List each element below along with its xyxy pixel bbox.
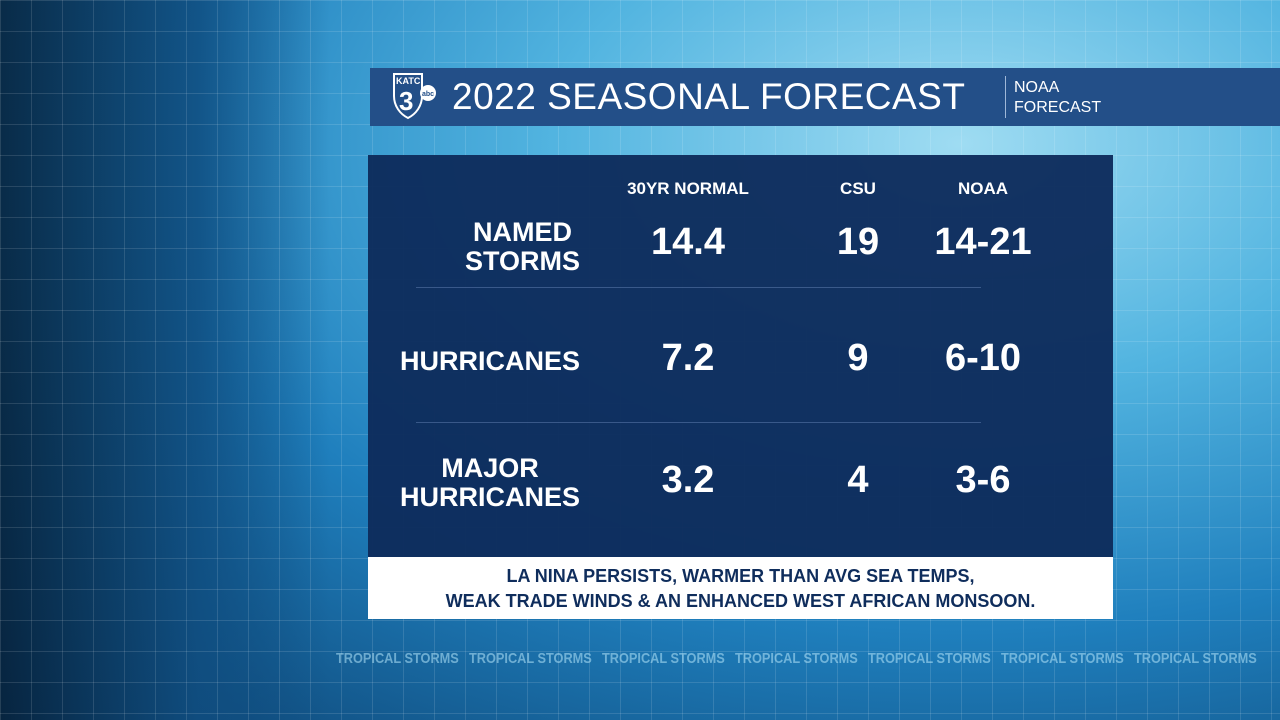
katc-logo: KATC 3 abc [393,73,436,120]
value-major-hurricanes-noaa: 3-6 [955,459,1011,501]
header-subtitle: NOAA FORECAST [1014,78,1101,118]
row-label-named-storms: NAMED STORMS [465,218,580,276]
subtitle-line1: NOAA [1014,79,1060,96]
value-named-storms-csu: 19 [836,221,880,263]
row-label-line: STORMS [464,246,580,276]
forecast-note: LA NINA PERSISTS, WARMER THAN AVG SEA TE… [368,557,1113,619]
row-separator [416,422,981,423]
column-header-noaa: NOAA [957,179,1009,198]
row-label-line: HURRICANES [399,482,580,512]
note-line1: LA NINA PERSISTS, WARMER THAN AVG SEA TE… [506,566,975,586]
value-hurricanes-normal: 7.2 [661,337,715,379]
value-hurricanes-noaa: 6-10 [944,337,1022,379]
ticker-text: TROPICAL STORMS [867,650,991,667]
ticker-text: TROPICAL STORMS [1000,650,1124,667]
ticker-text: TROPICAL STORMS [336,650,459,667]
svg-text:3: 3 [399,86,413,116]
page-title: 2022 SEASONAL FORECAST [452,76,966,117]
value-major-hurricanes-csu: 4 [847,459,869,501]
svg-text:KATC: KATC [396,76,421,86]
header-bar: KATC 3 abc 2022 SEASONAL FORECAST NOAA F… [370,68,1280,126]
background-dark-area [0,0,330,720]
value-named-storms-normal: 14.4 [651,221,725,263]
subtitle-line2: FORECAST [1014,99,1102,116]
row-separator [416,287,981,288]
note-line2: WEAK TRADE WINDS & AN ENHANCED WEST AFRI… [445,591,1036,611]
ticker-text: TROPICAL STORMS [601,650,725,667]
ticker-text: TROPICAL STORMS [734,650,858,667]
forecast-table: 30YR NORMAL CSU NOAA NAMED STORMS 14.4 1… [368,155,1113,557]
row-label-major-hurricanes: MAJOR HURRICANES [400,454,580,512]
value-named-storms-noaa: 14-21 [934,221,1032,263]
header-divider [1005,76,1006,118]
value-hurricanes-csu: 9 [847,337,869,379]
ticker-text: TROPICAL STORMS [468,650,592,667]
column-header-30yr-normal: 30YR NORMAL [627,179,749,198]
row-label-line: MAJOR [441,453,539,483]
row-label-line: HURRICANES [399,346,580,376]
background-ticker: TROPICAL STORMS TROPICAL STORMS TROPICAL S… [336,650,1267,667]
row-label-hurricanes: HURRICANES [400,347,580,376]
value-major-hurricanes-normal: 3.2 [661,459,715,501]
column-header-csu: CSU [840,179,876,198]
row-label-line: NAMED [472,217,572,247]
svg-text:abc: abc [422,91,434,98]
ticker-text: TROPICAL STORMS [1133,650,1257,667]
